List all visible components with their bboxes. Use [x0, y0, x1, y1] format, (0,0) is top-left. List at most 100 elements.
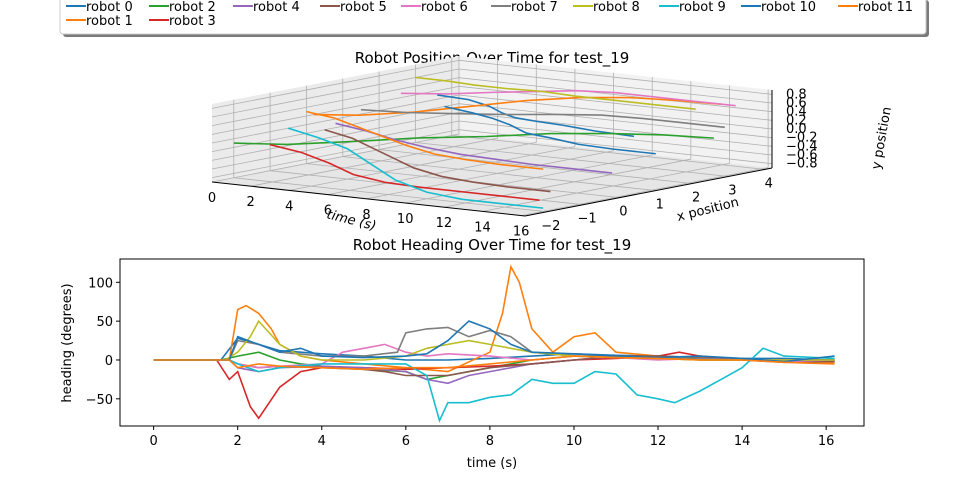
grid-x-floor [342, 156, 656, 191]
3d-y-tick: 0.8 [786, 87, 807, 102]
heading-series-line [153, 320, 835, 363]
heading-series-lines [153, 264, 835, 423]
grid-time-floor [405, 154, 653, 204]
position-series-line [313, 96, 722, 116]
3d-y-tick: −0.8 [786, 157, 818, 172]
3d-time-tick: 10 [397, 212, 414, 227]
3d-y-tick: 0.0 [786, 122, 807, 137]
position-series-line [288, 127, 544, 209]
position-series-line [360, 108, 725, 129]
heading-x-tick-label: 14 [734, 434, 751, 449]
grid-x-floor [233, 177, 547, 213]
legend-label: robot 8 [593, 0, 640, 15]
3d-y-tick: −0.2 [786, 131, 818, 146]
position-series-line [233, 132, 714, 146]
3d-series-lines [233, 76, 736, 209]
position-series-line [444, 105, 656, 155]
grid-time-floor [366, 150, 614, 200]
legend-label: robot 10 [761, 0, 816, 15]
heading-series-line [153, 355, 835, 371]
grid-y-side [211, 59, 460, 109]
3d-y-tick: 0.2 [786, 113, 807, 128]
3d-time-tick: 0 [208, 191, 216, 206]
3d-x-tick: −1 [578, 212, 597, 227]
heading-chart: Robot Heading Over Time for test_19 0 2 4 6… [60, 236, 865, 471]
3d-x-axis-label: x position [675, 195, 740, 225]
heading-series-line [153, 351, 835, 420]
grid-time-floor [327, 146, 576, 195]
legend-label: robot 5 [340, 0, 387, 15]
grid-y-back [458, 77, 773, 113]
3d-time-tick: 12 [436, 216, 453, 231]
grid-y-back [458, 103, 773, 139]
heading-series-line [153, 347, 835, 423]
3d-time-tick: 14 [474, 220, 491, 235]
heading-chart-title: Robot Heading Over Time for test_19 [353, 236, 632, 255]
heading-y-tick-label: −50 [86, 393, 113, 408]
legend-label: robot 6 [421, 0, 468, 15]
heading-x-tick-label: 4 [318, 434, 326, 449]
heading-x-axis-label: time (s) [467, 456, 517, 471]
3d-y-tick: 0.4 [786, 105, 807, 120]
floor-pane [212, 134, 772, 216]
grid-y-back [458, 59, 773, 95]
legend-label: robot 9 [679, 0, 726, 15]
legend-label: robot 3 [169, 14, 216, 29]
grid-y-side [211, 111, 460, 161]
3d-y-axis-label: y position [869, 106, 895, 171]
grid-time-floor [482, 162, 730, 212]
heading-y-tick-label: 50 [96, 315, 113, 330]
3d-time-tick: 8 [362, 208, 370, 223]
3d-x-tick: 2 [692, 191, 700, 206]
grid-time-floor [250, 137, 498, 187]
legend-label: robot 7 [511, 0, 558, 15]
time-axis-line [211, 181, 526, 217]
3d-time-tick: 2 [247, 195, 255, 210]
3d-y-tick: −0.6 [786, 148, 818, 163]
heading-y-axis-label: heading (degrees) [60, 283, 75, 402]
position-series-line [400, 89, 736, 107]
heading-plot-frame [119, 258, 865, 427]
position-series-line [324, 129, 551, 193]
3d-y-tick: 0.6 [786, 96, 807, 111]
heading-y-tick-label: 100 [88, 276, 113, 291]
3d-time-tick: 6 [324, 204, 332, 219]
heading-y-tick-label: 0 [105, 354, 113, 369]
3d-y-tick: −0.4 [786, 139, 818, 154]
heading-x-tick-label: 0 [149, 434, 157, 449]
3d-x-tick: 4 [765, 176, 773, 191]
position-series-line [269, 143, 540, 201]
3d-tick-labels: 0 2 4 6 8 10 12 14 16 −2 −1 0 1 2 3 4−0.8−0.6−0.4−0.20.… [208, 87, 818, 239]
heading-x-tick-label: 8 [486, 434, 494, 449]
3d-time-tick: 4 [285, 199, 293, 214]
3d-x-tick: −2 [541, 219, 560, 234]
legend-label: robot 2 [169, 0, 216, 15]
grid-y-back [458, 68, 773, 104]
3d-time-tick: 16 [513, 225, 530, 240]
grid-x-floor [379, 149, 693, 184]
legend-frame [59, 0, 927, 35]
grid-x-floor [451, 135, 765, 170]
heading-x-tick-label: 16 [818, 434, 835, 449]
position-series-line [306, 110, 544, 170]
grid-y-back [458, 94, 773, 130]
grid-time-floor [289, 142, 537, 191]
grid-time-floor [443, 158, 691, 208]
3d-x-tick: 1 [656, 198, 664, 213]
legend-label: robot 1 [86, 14, 133, 29]
3d-x-tick: 0 [619, 205, 627, 220]
x-axis-line [524, 167, 773, 217]
position-series-line [415, 76, 696, 110]
grid-time-floor [521, 167, 769, 216]
legend-label: robot 11 [858, 0, 913, 15]
heading-x-tick-label: 2 [234, 434, 242, 449]
grid-x-floor [415, 142, 729, 177]
legend-label: robot 4 [253, 0, 300, 15]
heading-x-tick-label: 12 [650, 434, 667, 449]
grid-y-back [458, 111, 773, 147]
grid-y-back [458, 120, 773, 156]
position-series-line [437, 94, 635, 138]
